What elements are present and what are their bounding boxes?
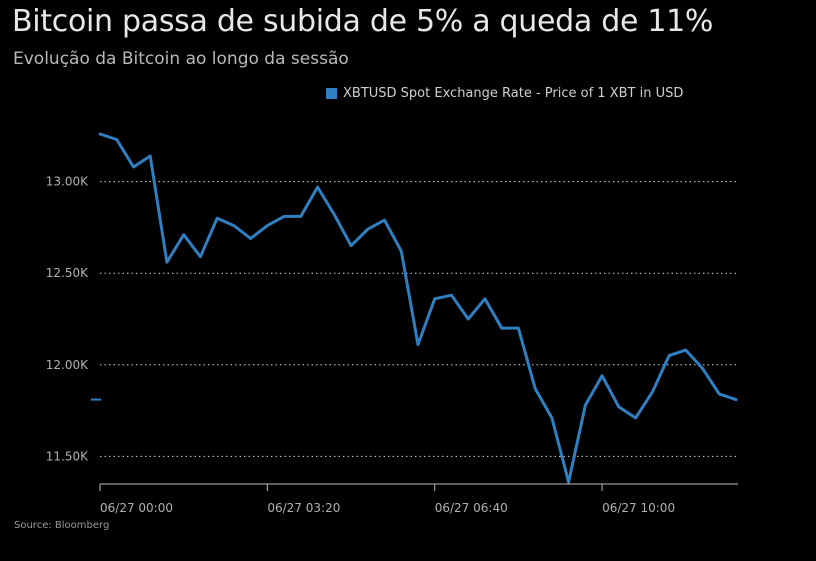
x-axis-labels: 06/27 00:00 06/27 03:20 06/27 06:40 06/27 1… (100, 501, 675, 515)
x-tick-label: 06/27 06:40 (435, 501, 508, 515)
y-tick-label: 12.00K (46, 358, 89, 372)
legend-swatch (326, 88, 337, 99)
y-tick-label: 11.50K (46, 449, 89, 463)
y-axis-labels: 13.00K 12.50K 12.00K 11.50K (46, 175, 89, 464)
chart-subtitle: Evolução da Bitcoin ao longo da sessão (13, 49, 349, 69)
chart-title: Bitcoin passa de subida de 5% a queda de… (12, 4, 714, 39)
x-tick-label: 06/27 03:20 (267, 501, 340, 515)
x-axis (99, 483, 738, 491)
source-note: Source: Bloomberg (14, 520, 110, 531)
y-tick-label: 12.50K (46, 266, 89, 280)
legend: XBTUSD Spot Exchange Rate - Price of 1 X… (326, 86, 683, 101)
legend-label: XBTUSD Spot Exchange Rate - Price of 1 X… (343, 86, 684, 101)
grid-lines (100, 181, 738, 457)
series-line-xbtusd (98, 132, 738, 484)
series-group (91, 132, 738, 484)
y-tick-label: 13.00K (46, 175, 89, 189)
x-tick-label: 06/27 10:00 (602, 501, 675, 515)
x-tick-label: 06/27 00:00 (100, 501, 173, 515)
